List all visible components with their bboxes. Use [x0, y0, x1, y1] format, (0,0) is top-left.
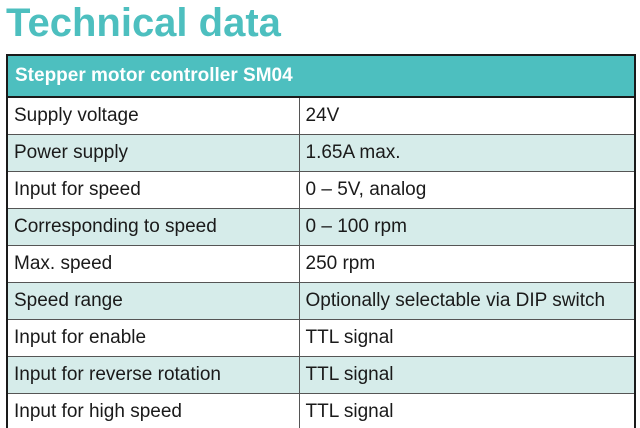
- row-value: TTL signal: [298, 356, 637, 394]
- row-label: Max. speed: [6, 245, 300, 283]
- row-label: Corresponding to speed: [6, 208, 300, 246]
- table-caption: Stepper motor controller SM04: [5, 54, 637, 98]
- table-header-row: Stepper motor controller SM04: [5, 54, 637, 98]
- table-row: Power supply 1.65A max.: [6, 134, 637, 172]
- row-label: Input for high speed: [6, 393, 300, 428]
- row-label: Input for speed: [6, 171, 300, 209]
- table-row: Input for reverse rotation TTL signal: [6, 356, 637, 394]
- row-value: Optionally selectable via DIP switch: [298, 282, 637, 320]
- row-value: 24V: [298, 96, 637, 135]
- row-value: 0 – 5V, analog: [298, 171, 637, 209]
- row-label: Speed range: [6, 282, 300, 320]
- table-row: Speed range Optionally selectable via DI…: [6, 282, 637, 320]
- row-value: 250 rpm: [298, 245, 637, 283]
- row-value: TTL signal: [298, 319, 637, 357]
- row-label: Input for reverse rotation: [6, 356, 300, 394]
- row-label: Supply voltage: [6, 96, 300, 135]
- row-value: TTL signal: [298, 393, 637, 428]
- row-label: Input for enable: [6, 319, 300, 357]
- table-row: Supply voltage 24V: [6, 96, 637, 135]
- specs-table: Stepper motor controller SM04 Supply vol…: [5, 54, 637, 428]
- table-row: Input for high speed TTL signal: [6, 393, 637, 428]
- row-label: Power supply: [6, 134, 300, 172]
- row-value: 1.65A max.: [298, 134, 637, 172]
- row-value: 0 – 100 rpm: [298, 208, 637, 246]
- table-row: Corresponding to speed 0 – 100 rpm: [6, 208, 637, 246]
- page-title: Technical data: [6, 1, 281, 45]
- table-row: Max. speed 250 rpm: [6, 245, 637, 283]
- table-row: Input for enable TTL signal: [6, 319, 637, 357]
- table-row: Input for speed 0 – 5V, analog: [6, 171, 637, 209]
